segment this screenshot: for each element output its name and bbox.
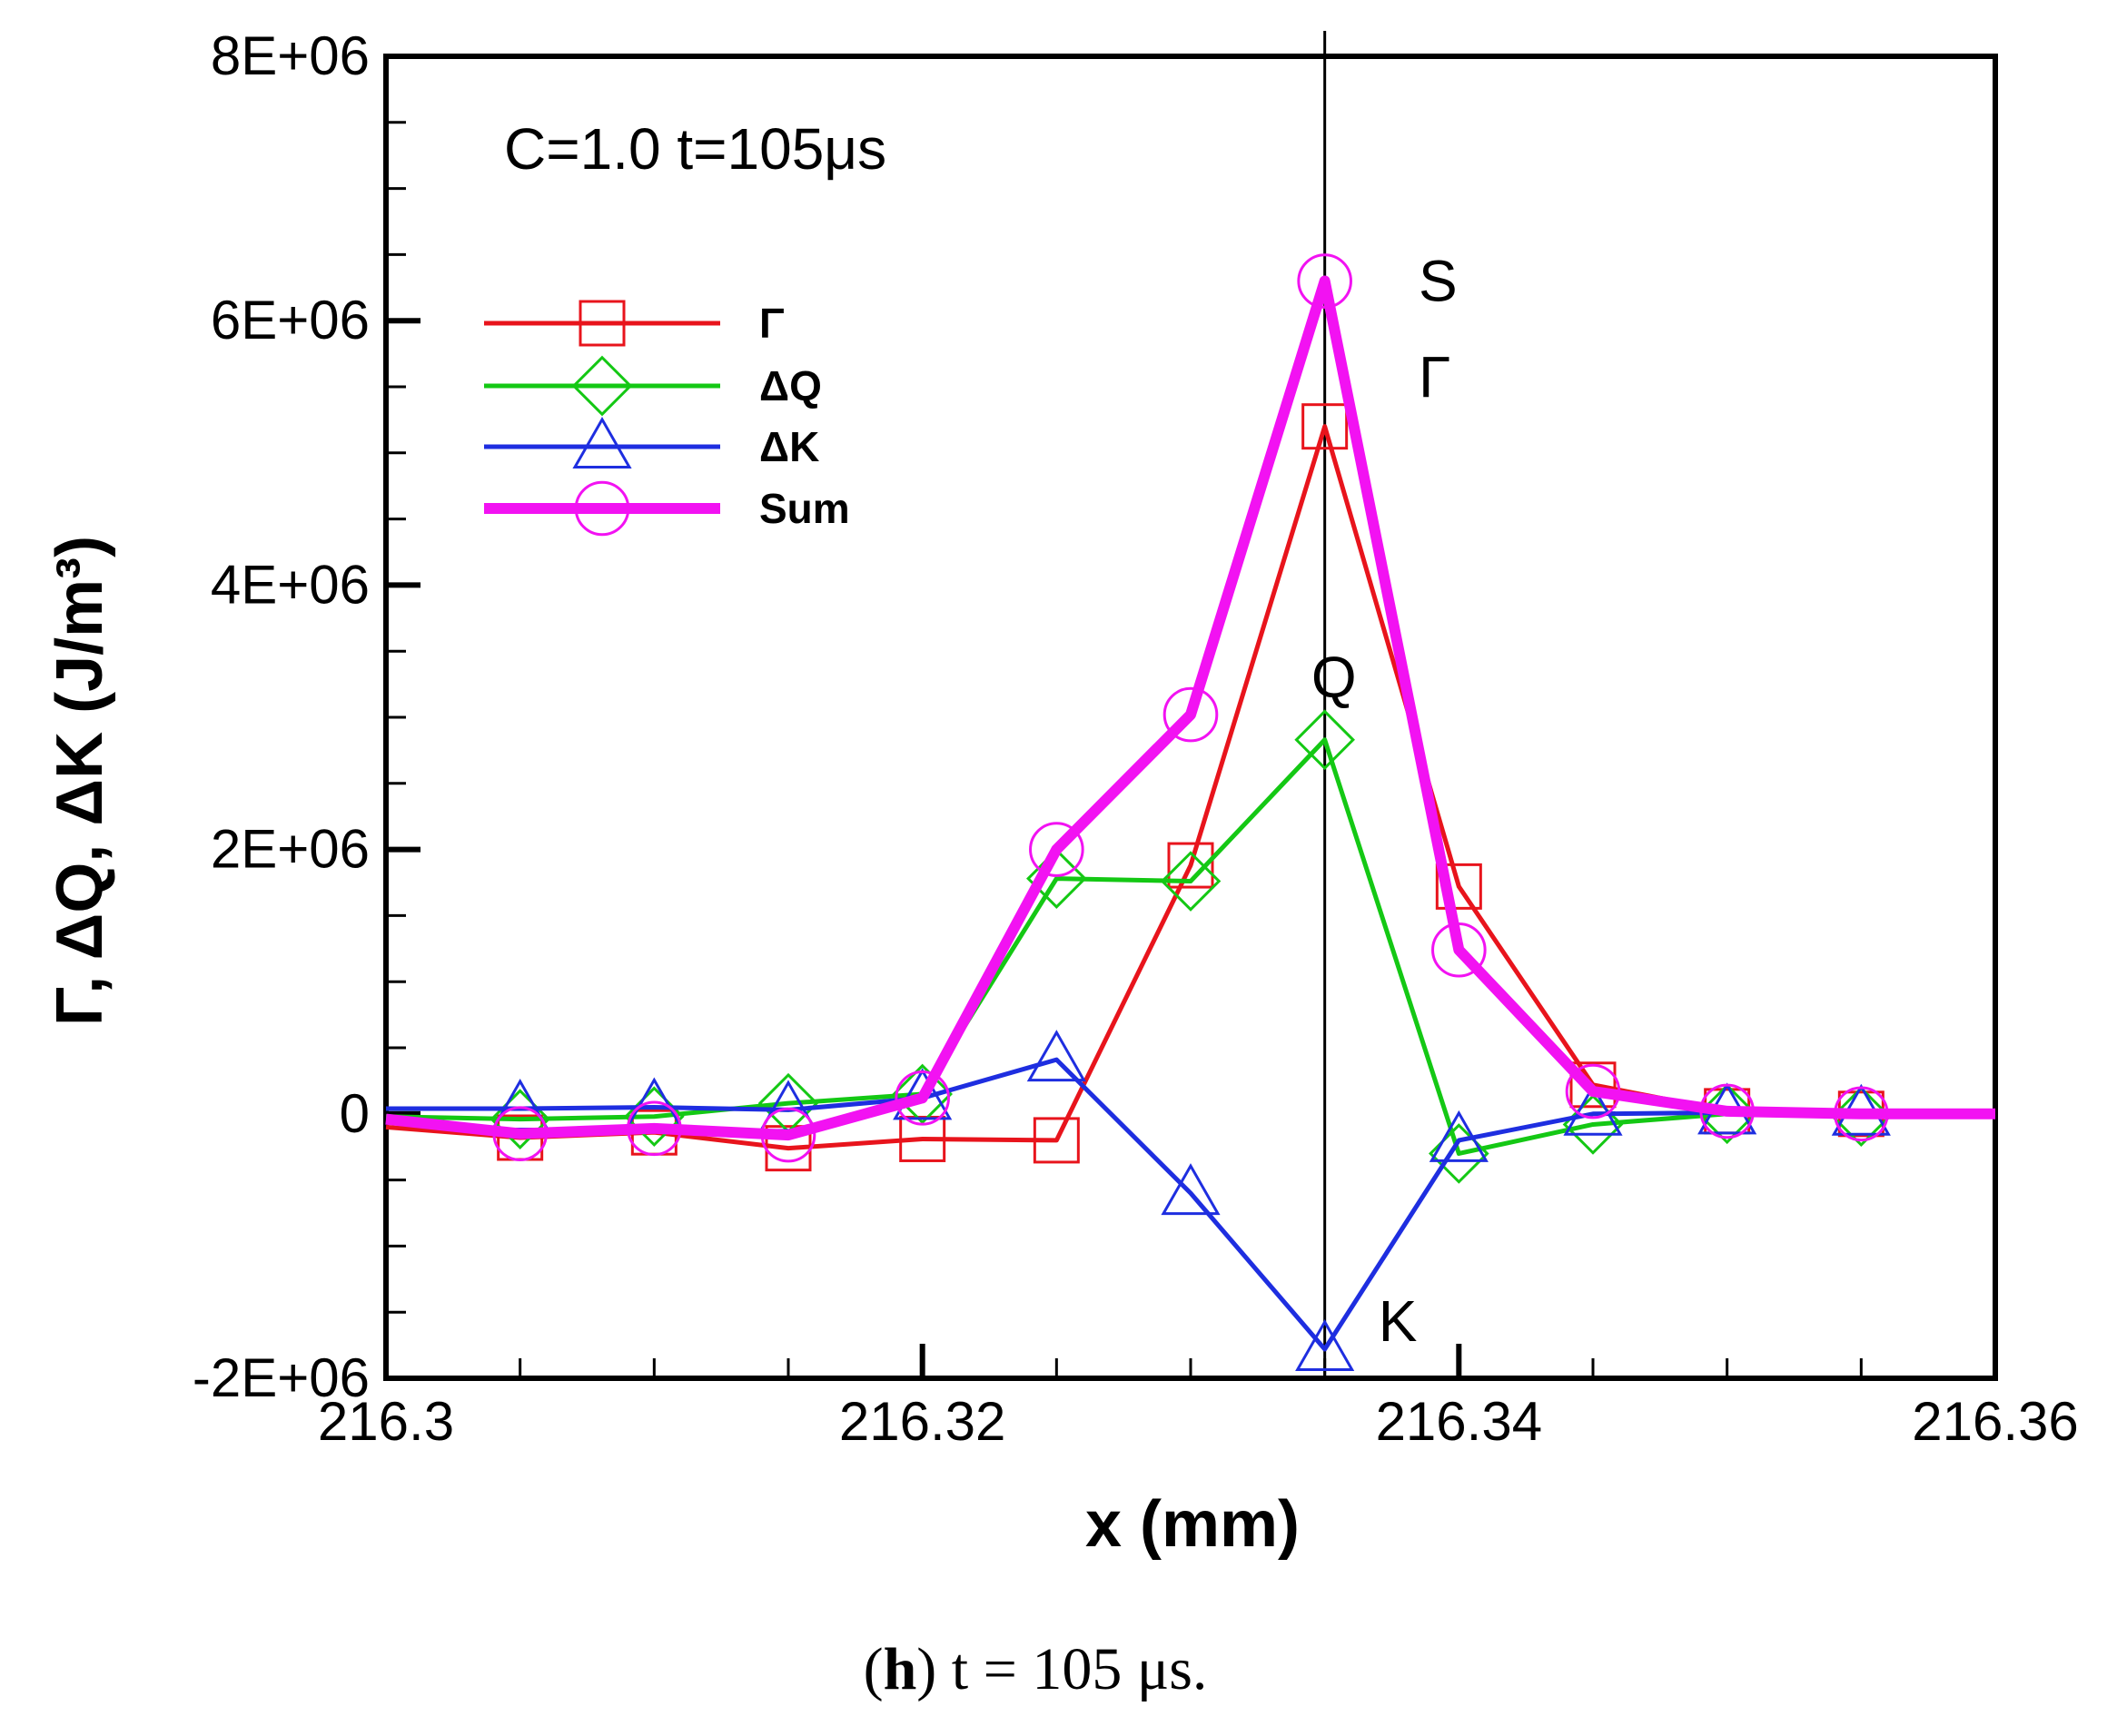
legend-marker-gamma (579, 300, 626, 347)
data-point-sum (895, 1070, 950, 1126)
data-point-sum (1162, 686, 1219, 743)
y-tick-label: 4E+06 (211, 554, 370, 615)
data-point-delta-k (1563, 1083, 1623, 1136)
x-tick-label: 216.34 (1376, 1391, 1543, 1452)
data-point-gamma (1167, 842, 1214, 889)
legend-item-sum: Sum (484, 480, 850, 537)
data-point-gamma (1435, 863, 1482, 910)
legend: Γ ΔQ ΔK Sum (484, 300, 850, 537)
data-point-delta-q (1294, 709, 1355, 771)
legend-item-delta-k: ΔK (484, 416, 819, 470)
series-layer (385, 253, 1996, 1371)
series-line-sum (385, 275, 1995, 1141)
series-delta-k (386, 1030, 1995, 1371)
data-point-delta-k (1161, 1163, 1221, 1216)
x-axis-title: x (mm) (1085, 1488, 1300, 1561)
data-point-delta-q (1831, 1086, 1892, 1148)
y-tick-label: 8E+06 (211, 25, 370, 86)
legend-label-delta-k: ΔK (759, 423, 819, 470)
curve-annotation: K (1379, 1288, 1418, 1354)
legend-label-sum: Sum (759, 485, 850, 532)
data-point-delta-k (490, 1078, 550, 1130)
data-point-sum (1699, 1083, 1755, 1139)
data-point-sum (1431, 922, 1487, 978)
annotations: SΓ Q K (1311, 248, 1458, 1354)
legend-marker-sum (574, 480, 630, 537)
data-point-delta-k (1295, 1318, 1355, 1371)
plot-frame (383, 54, 1998, 1381)
legend-item-gamma: Γ (484, 300, 785, 347)
curve-annotation: Γ (1419, 345, 1450, 410)
y-tick-label: -2E+06 (193, 1347, 370, 1408)
series-gamma (385, 403, 1995, 1172)
data-point-delta-q (1160, 851, 1222, 912)
data-point-sum (1565, 1063, 1621, 1120)
data-point-sum (1029, 822, 1084, 877)
data-point-delta-q (892, 1063, 953, 1125)
data-point-gamma (1301, 403, 1349, 450)
data-point-delta-k (893, 1068, 953, 1120)
y-axis-title: Γ, ΔQ, ΔK (J/m³) (44, 536, 116, 1026)
y-tick-label: 6E+06 (211, 290, 370, 350)
x-tick-label: 216.36 (1912, 1391, 2079, 1452)
series-line-delta-q (385, 737, 1996, 1156)
series-sum (385, 253, 1995, 1163)
x-tick-label: 216.3 (318, 1391, 454, 1452)
data-point-sum (627, 1100, 682, 1157)
curve-annotation: S (1419, 248, 1458, 313)
data-point-sum (492, 1106, 548, 1161)
x-tick-label: 216.32 (839, 1391, 1006, 1452)
tick-labels: -2E+06 0 2E+06 4E+06 6E+06 8E+06 216.3 216.32 21… (193, 25, 2079, 1452)
data-point-gamma (1033, 1117, 1080, 1164)
data-point-sum (1297, 253, 1352, 309)
legend-item-delta-q: ΔQ (484, 355, 822, 417)
data-point-sum (760, 1107, 816, 1163)
data-point-sum (1834, 1086, 1889, 1142)
data-point-delta-k (1429, 1110, 1489, 1162)
legend-marker-delta-q (571, 355, 633, 417)
caption-letter: h (884, 1636, 917, 1702)
figure-caption: (h) t = 105 μs. (864, 1636, 1208, 1702)
curve-annotation: Q (1311, 645, 1357, 710)
series-line-delta-k (386, 1057, 1995, 1352)
series-line-gamma (385, 424, 1995, 1151)
y-tick-label: 2E+06 (211, 819, 370, 880)
legend-marker-delta-k (572, 416, 632, 469)
data-point-delta-k (1026, 1030, 1086, 1082)
y-tick-label: 0 (340, 1083, 370, 1144)
legend-label-delta-q: ΔQ (759, 362, 822, 409)
legend-label-gamma: Γ (759, 300, 785, 347)
data-point-gamma (1569, 1061, 1617, 1109)
chart-note: C=1.0 t=105μs (504, 116, 886, 182)
caption-text: t = 105 μs. (936, 1636, 1207, 1702)
